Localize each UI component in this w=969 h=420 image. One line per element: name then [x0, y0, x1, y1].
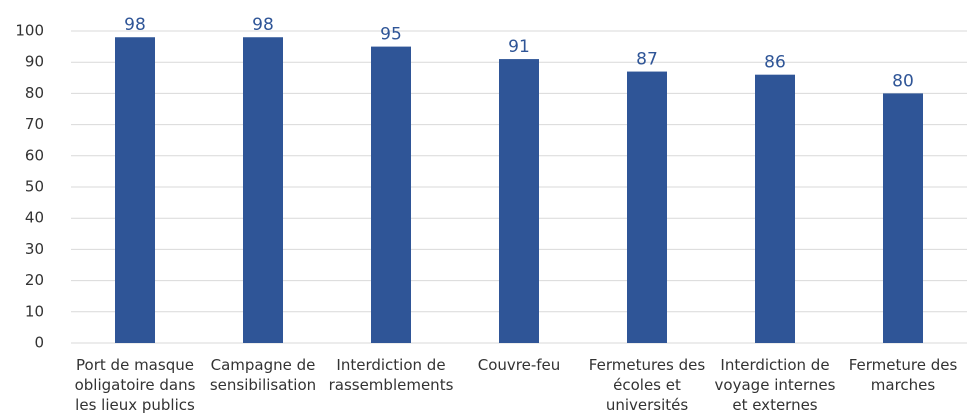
data-label: 98	[124, 15, 146, 35]
x-tick-label: Fermetures des écoles et universités	[589, 356, 706, 414]
y-tick-label: 80	[25, 84, 44, 102]
x-tick-label: Interdiction de voyage internes et externe…	[715, 356, 836, 414]
bar	[115, 37, 155, 344]
bar	[243, 37, 283, 344]
data-label: 98	[252, 15, 274, 35]
y-tick-label: 70	[25, 115, 44, 133]
bar	[755, 74, 795, 344]
y-tick-label: 60	[25, 146, 44, 164]
x-tick-label: Campagne de sensibilisation	[210, 356, 316, 394]
bar	[883, 93, 923, 344]
data-label: 87	[636, 50, 658, 70]
data-label: 86	[764, 53, 786, 73]
y-tick-label: 30	[25, 240, 44, 258]
y-tick-label: 40	[25, 209, 44, 227]
x-tick-label: Interdiction de rassemblements	[329, 356, 454, 394]
y-tick-label: 100	[15, 22, 44, 40]
y-tick-label: 90	[25, 53, 44, 71]
y-tick-label: 50	[25, 178, 44, 196]
data-label: 91	[508, 37, 530, 57]
y-tick-label: 0	[34, 334, 44, 352]
y-tick-label: 20	[25, 271, 44, 289]
bar	[627, 71, 667, 343]
x-tick-label: Port de masque obligatoire dans les lieux …	[75, 356, 196, 414]
bar	[371, 46, 411, 343]
x-tick-label: Fermeture des marches	[849, 356, 958, 394]
x-tick-label: Couvre-feu	[478, 356, 561, 374]
bar	[499, 59, 539, 344]
data-label: 80	[892, 71, 914, 91]
data-label: 95	[380, 25, 402, 45]
y-tick-label: 10	[25, 302, 44, 320]
